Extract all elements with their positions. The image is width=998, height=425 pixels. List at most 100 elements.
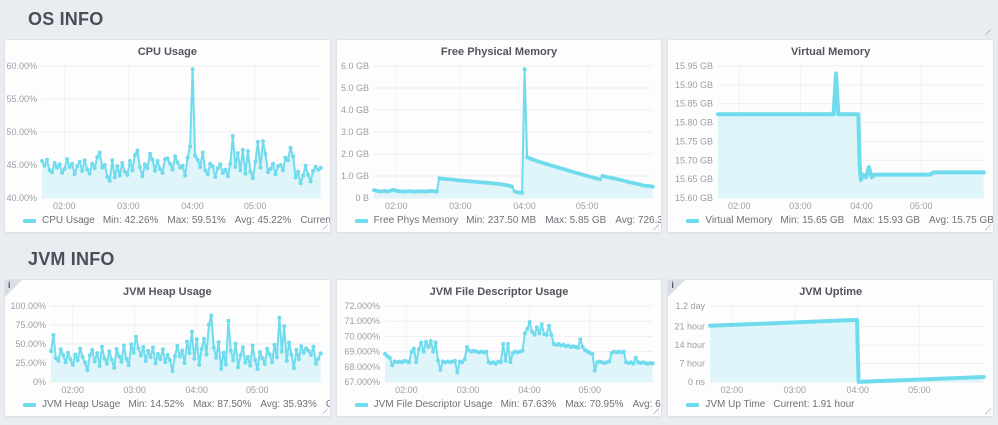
- panel-title[interactable]: JVM Heap Usage: [123, 286, 212, 298]
- dashboard-sections: OS INFO CPU Usage 40.00% 45.00% 50.00% 55.0…: [4, 0, 995, 417]
- legend-metric: Max: 59.51%: [167, 215, 226, 226]
- svg-text:04:00: 04:00: [851, 201, 874, 211]
- svg-text:68.000%: 68.000%: [344, 362, 380, 372]
- panel: Free Physical Memory 0 B 1.0 GB 2.0 GB 3.0 …: [335, 39, 663, 233]
- chart-canvas[interactable]: 15.60 GB 15.65 GB 15.70 GB 15.75 GB 15.80 GB…: [668, 60, 993, 213]
- legend-swatch: [23, 218, 36, 223]
- svg-text:02:00: 02:00: [395, 385, 418, 395]
- panel-title[interactable]: Free Physical Memory: [440, 46, 558, 58]
- legend-series-name[interactable]: Free Phys Memory: [373, 215, 459, 226]
- svg-text:45.00%: 45.00%: [6, 160, 37, 170]
- svg-text:6.0 GB: 6.0 GB: [341, 61, 369, 71]
- legend-series-name[interactable]: Virtual Memory: [705, 215, 773, 226]
- svg-text:69.000%: 69.000%: [344, 347, 380, 357]
- svg-text:50.00%: 50.00%: [6, 127, 37, 137]
- panel-resize-handle[interactable]: [650, 221, 660, 230]
- legend-metric: Max: 70.95%: [565, 399, 624, 410]
- legend-metric: Min: 15.65 GB: [780, 215, 845, 226]
- svg-text:05:00: 05:00: [244, 201, 267, 211]
- svg-text:15.85 GB: 15.85 GB: [675, 99, 713, 109]
- legend-metric: Avg: 68.85%: [632, 399, 662, 410]
- svg-text:05:00: 05:00: [578, 385, 601, 395]
- svg-text:05:00: 05:00: [910, 201, 933, 211]
- legend-series-name[interactable]: JVM Up Time: [705, 399, 766, 410]
- chart-area: 15.60 GB 15.65 GB 15.70 GB 15.75 GB 15.80 GB…: [668, 60, 993, 213]
- svg-text:02:00: 02:00: [61, 385, 84, 395]
- legend-swatch: [354, 218, 368, 223]
- panel-legend: JVM File Descriptor Usage Min: 67.63% Max…: [337, 397, 662, 416]
- panel-legend: JVM Up Time Current: 1.91 hour: [668, 397, 993, 416]
- panel-info-corner[interactable]: i: [668, 280, 686, 297]
- chart-area: 67.000% 68.000% 69.000% 70.000% 71.000% 72.00…: [337, 300, 662, 397]
- row-resize-handle[interactable]: [982, 26, 991, 35]
- panel-resize-handle[interactable]: [650, 405, 660, 414]
- svg-text:25.00%: 25.00%: [15, 358, 46, 368]
- svg-text:15.70 GB: 15.70 GB: [675, 155, 713, 165]
- chart-canvas[interactable]: 0 B 1.0 GB 2.0 GB 3.0 GB 4.0 GB 5.0 GB 6.0 GB 0…: [337, 60, 662, 213]
- chart-canvas[interactable]: 40.00% 45.00% 50.00% 55.00% 60.00% 02:00 03:00…: [5, 60, 330, 213]
- legend-series-name[interactable]: JVM Heap Usage: [42, 399, 121, 410]
- chart-area: 0 B 1.0 GB 2.0 GB 3.0 GB 4.0 GB 5.0 GB 6.0 GB 0…: [337, 60, 662, 213]
- legend-series-name[interactable]: CPU Usage: [42, 215, 95, 226]
- legend-metric: Avg: 45.22%: [234, 215, 292, 226]
- svg-text:15.65 GB: 15.65 GB: [675, 174, 713, 184]
- svg-text:0 ns: 0 ns: [688, 377, 706, 387]
- svg-text:15.90 GB: 15.90 GB: [675, 80, 713, 90]
- chart-area: 0% 25.00% 50.00% 75.00% 100.00% 02:00 03:00 04:…: [5, 300, 330, 397]
- legend-metric: Avg: 35.93%: [260, 399, 317, 410]
- legend-metric: Max: 5.85 GB: [545, 215, 607, 226]
- svg-text:1.2 day: 1.2 day: [676, 301, 706, 311]
- legend-metric: Min: 42.26%: [102, 215, 159, 226]
- svg-text:15.60 GB: 15.60 GB: [675, 193, 713, 203]
- legend-metric: Avg: 726.34 MB: [615, 215, 661, 226]
- panel-resize-handle[interactable]: [318, 221, 328, 230]
- svg-text:03:00: 03:00: [449, 201, 472, 211]
- panel: Virtual Memory 15.60 GB 15.65 GB 15.70 GB 1…: [667, 39, 995, 233]
- svg-text:15.80 GB: 15.80 GB: [675, 118, 713, 128]
- panel-title[interactable]: JVM File Descriptor Usage: [429, 286, 569, 298]
- svg-text:21 hour: 21 hour: [675, 322, 706, 332]
- panel-legend: Virtual Memory Min: 15.65 GB Max: 15.93 G…: [668, 213, 993, 232]
- legend-metric: Avg: 15.75 GB: [929, 215, 994, 226]
- chart-area: 0 ns 7 hour 14 hour 21 hour 1.2 day 02:00 03:0…: [668, 300, 993, 397]
- info-icon: i: [8, 280, 11, 290]
- svg-text:14 hour: 14 hour: [675, 340, 706, 350]
- panel: CPU Usage 40.00% 45.00% 50.00% 55.00% 60.00%…: [4, 39, 331, 233]
- svg-text:03:00: 03:00: [123, 385, 146, 395]
- section-title[interactable]: JVM INFO: [28, 249, 115, 269]
- panel-resize-handle[interactable]: [318, 405, 328, 414]
- svg-text:03:00: 03:00: [456, 385, 479, 395]
- svg-text:04:00: 04:00: [518, 385, 541, 395]
- svg-text:100.00%: 100.00%: [10, 301, 46, 311]
- svg-text:50.00%: 50.00%: [15, 339, 46, 349]
- chart-canvas[interactable]: 67.000% 68.000% 69.000% 70.000% 71.000% 72.00…: [337, 300, 662, 397]
- legend-metrics: Min: 14.52% Max: 87.50% Avg: 35.93% Current…: [128, 399, 329, 410]
- panel-resize-handle[interactable]: [982, 405, 992, 414]
- legend-series-name[interactable]: JVM File Descriptor Usage: [373, 399, 493, 410]
- svg-text:02:00: 02:00: [53, 201, 76, 211]
- legend-metric: Current: 37.60%: [326, 399, 330, 410]
- legend-swatch: [354, 402, 368, 407]
- svg-text:03:00: 03:00: [117, 201, 140, 211]
- legend-metric: Min: 237.50 MB: [466, 215, 537, 226]
- svg-text:04:00: 04:00: [185, 385, 208, 395]
- panel-title[interactable]: JVM Uptime: [799, 286, 863, 298]
- svg-text:05:00: 05:00: [908, 385, 931, 395]
- svg-text:05:00: 05:00: [246, 385, 269, 395]
- panel-title[interactable]: Virtual Memory: [791, 46, 871, 58]
- panel-title[interactable]: CPU Usage: [137, 46, 197, 58]
- svg-text:04:00: 04:00: [847, 385, 870, 395]
- svg-text:67.000%: 67.000%: [344, 377, 380, 387]
- svg-text:03:00: 03:00: [789, 201, 812, 211]
- chart-canvas[interactable]: 0% 25.00% 50.00% 75.00% 100.00% 02:00 03:00 04:…: [5, 300, 330, 397]
- svg-text:0%: 0%: [33, 377, 46, 387]
- panel: i JVM Uptime 0 ns 7 hour 14 hour 21 hour 1.2…: [667, 279, 995, 417]
- panel-legend: JVM Heap Usage Min: 14.52% Max: 87.50% Avg…: [5, 397, 330, 416]
- chart-canvas[interactable]: 0 ns 7 hour 14 hour 21 hour 1.2 day 02:00 03:0…: [668, 300, 993, 397]
- panel-resize-handle[interactable]: [982, 221, 992, 230]
- svg-text:55.00%: 55.00%: [6, 94, 37, 104]
- legend-metrics: Current: 1.91 hour: [773, 399, 863, 410]
- panel-info-corner[interactable]: i: [5, 280, 22, 297]
- section-title[interactable]: OS INFO: [28, 9, 104, 29]
